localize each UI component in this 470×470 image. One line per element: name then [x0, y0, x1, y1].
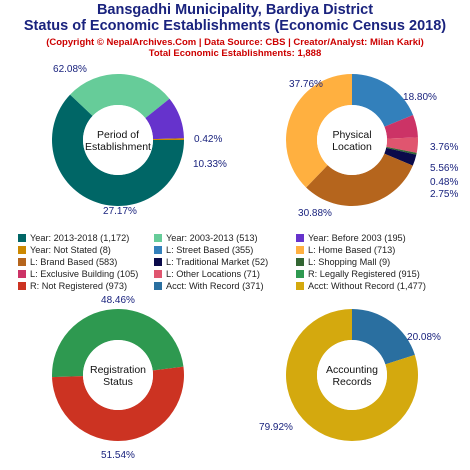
legend-label: Acct: With Record (371): [166, 281, 264, 291]
slice-percent-label: 10.33%: [193, 159, 227, 170]
slice-percent-label: 30.88%: [298, 208, 332, 219]
legend-item: L: Street Based (355): [154, 245, 253, 256]
donut-hole: [317, 340, 387, 410]
donut-hole: [83, 340, 153, 410]
donut-slice: [286, 309, 418, 441]
donut-slice: [384, 147, 417, 166]
legend-label: L: Home Based (713): [308, 245, 396, 255]
credit-line: (Copyright © NepalArchives.Com | Data So…: [46, 37, 424, 48]
donut-slice: [306, 153, 413, 206]
legend-item: Year: 2013-2018 (1,172): [18, 233, 129, 244]
slice-percent-label: 79.92%: [259, 422, 293, 433]
donut-slice: [152, 138, 184, 140]
chart-title-line2: Status of Economic Establishments (Econo…: [23, 18, 447, 34]
legend-item: L: Shopping Mall (9): [296, 257, 390, 268]
total-line: Total Economic Establishments: 1,888: [148, 48, 322, 59]
donut-center-label: Period of: [97, 129, 139, 141]
legend-swatch: [18, 282, 26, 290]
legend-swatch: [296, 282, 304, 290]
legend-swatch: [296, 258, 304, 266]
legend-swatch: [154, 270, 162, 278]
slice-percent-label: 48.46%: [101, 295, 135, 306]
legend-item: L: Exclusive Building (105): [18, 269, 138, 280]
donut-center-label: Accounting: [326, 364, 378, 376]
donut-slice: [352, 74, 414, 127]
donut-slice: [70, 73, 170, 119]
legend-item: Acct: Without Record (1,477): [296, 281, 426, 292]
donut-center-label: Records: [332, 376, 371, 388]
legend-swatch: [18, 246, 26, 254]
legend-label: Acct: Without Record (1,477): [308, 281, 426, 291]
legend-item: L: Home Based (713): [296, 245, 395, 256]
legend-swatch: [154, 282, 162, 290]
slice-percent-label: 0.42%: [194, 134, 222, 145]
legend-swatch: [296, 246, 304, 254]
legend-swatch: [18, 270, 26, 278]
legend-label: Year: Not Stated (8): [30, 245, 111, 255]
donut-slice: [52, 366, 185, 442]
legend-swatch: [296, 270, 304, 278]
legend-item: Year: 2003-2013 (513): [154, 233, 258, 244]
legend-label: Year: 2013-2018 (1,172): [30, 233, 130, 243]
legend-item: L: Traditional Market (52): [154, 257, 268, 268]
legend-label: Year: Before 2003 (195): [308, 233, 406, 243]
slice-percent-label: 3.76%: [430, 142, 458, 153]
donut-slice: [386, 137, 419, 153]
slice-percent-label: 5.56%: [430, 163, 458, 174]
chart-title-line1: Bansgadhi Municipality, Bardiya District: [96, 2, 374, 18]
donut-center-label: Location: [332, 141, 372, 153]
donut-center-label: Registration: [90, 364, 146, 376]
legend-label: R: Not Registered (973): [30, 281, 128, 291]
slice-percent-label: 20.08%: [407, 332, 441, 343]
donut-slice: [52, 94, 185, 206]
legend-label: L: Exclusive Building (105): [30, 269, 139, 279]
donut-center-label: Physical: [332, 129, 371, 141]
slice-percent-label: 37.76%: [289, 79, 323, 90]
legend-swatch: [154, 258, 162, 266]
legend-label: L: Shopping Mall (9): [308, 257, 391, 267]
donut-hole: [83, 105, 153, 175]
legend-swatch: [154, 246, 162, 254]
legend-item: L: Other Locations (71): [154, 269, 260, 280]
legend-swatch: [18, 258, 26, 266]
donut-slice: [52, 309, 184, 378]
legend-swatch: [18, 234, 26, 242]
donut-slice: [384, 114, 418, 139]
donut-slice: [286, 74, 352, 188]
legend-swatch: [296, 234, 304, 242]
legend-swatch: [154, 234, 162, 242]
donut-hole: [317, 105, 387, 175]
slice-percent-label: 18.80%: [403, 92, 437, 103]
legend-item: L: Brand Based (583): [18, 257, 117, 268]
legend-item: Acct: With Record (371): [154, 281, 264, 292]
slice-percent-label: 0.48%: [430, 177, 458, 188]
legend-item: Year: Not Stated (8): [18, 245, 111, 256]
slice-percent-label: 2.75%: [430, 189, 458, 200]
legend-label: L: Traditional Market (52): [166, 257, 269, 267]
legend-item: Year: Before 2003 (195): [296, 233, 406, 244]
donut-slice: [352, 309, 415, 365]
legend-label: L: Other Locations (71): [166, 269, 260, 279]
legend-label: L: Street Based (355): [166, 245, 254, 255]
slice-percent-label: 62.08%: [53, 64, 87, 75]
legend-label: Year: 2003-2013 (513): [166, 233, 258, 243]
legend-label: R: Legally Registered (915): [308, 269, 420, 279]
legend-item: R: Legally Registered (915): [296, 269, 420, 280]
donut-center-label: Establishment: [85, 141, 151, 153]
legend-label: L: Brand Based (583): [30, 257, 118, 267]
slice-percent-label: 51.54%: [101, 450, 135, 461]
donut-slice: [145, 98, 184, 140]
donut-slice: [386, 146, 417, 155]
slice-percent-label: 27.17%: [103, 206, 137, 217]
legend-item: R: Not Registered (973): [18, 281, 127, 292]
donut-center-label: Status: [103, 376, 133, 388]
